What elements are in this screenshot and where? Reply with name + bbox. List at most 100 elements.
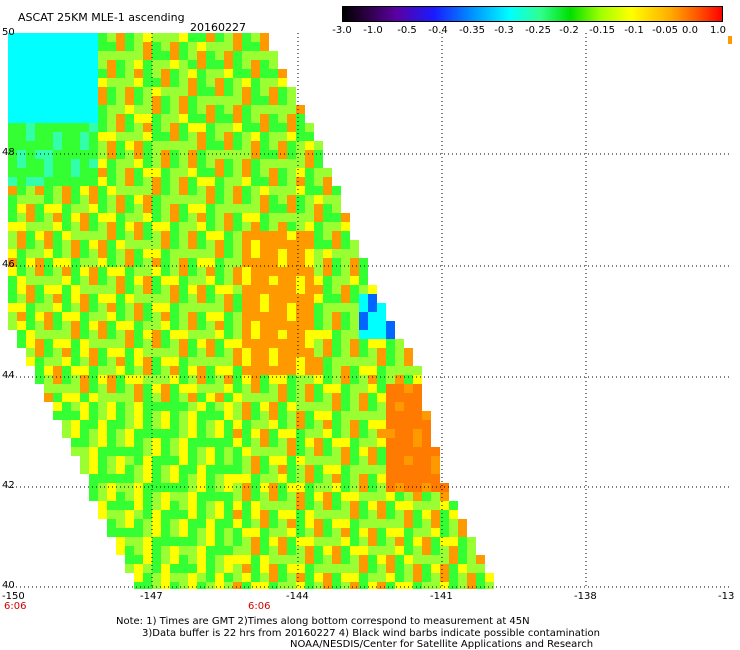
- swath-cell: [242, 420, 251, 429]
- swath-cell: [116, 330, 125, 339]
- swath-cell: [215, 87, 224, 96]
- swath-cell: [296, 285, 305, 294]
- swath-cell: [8, 33, 17, 42]
- swath-cell: [125, 267, 134, 276]
- swath-cell: [188, 465, 197, 474]
- swath-cell: [143, 87, 152, 96]
- swath-cell: [251, 276, 260, 285]
- swath-cell: [116, 123, 125, 132]
- swath-cell: [422, 465, 431, 474]
- swath-cell: [134, 582, 143, 589]
- swath-cell: [53, 348, 62, 357]
- swath-cell: [341, 573, 350, 582]
- swath-cell: [233, 519, 242, 528]
- swath-cell: [125, 240, 134, 249]
- swath-cell: [161, 366, 170, 375]
- swath-cell: [278, 141, 287, 150]
- swath-cell: [296, 177, 305, 186]
- lat-label: 50: [2, 27, 15, 38]
- swath-cell: [89, 33, 98, 42]
- swath-cell: [323, 411, 332, 420]
- swath-cell: [188, 69, 197, 78]
- swath-cell: [71, 123, 80, 132]
- colorbar-end-marker: [728, 36, 732, 44]
- swath-cell: [377, 384, 386, 393]
- swath-cell: [242, 168, 251, 177]
- swath-cell: [44, 177, 53, 186]
- swath-cell: [395, 528, 404, 537]
- swath-cell: [98, 87, 107, 96]
- swath-cell: [260, 168, 269, 177]
- swath-cell: [143, 429, 152, 438]
- swath-cell: [161, 384, 170, 393]
- swath-cell: [26, 87, 35, 96]
- swath-cell: [269, 402, 278, 411]
- swath-cell: [368, 420, 377, 429]
- swath-cell: [386, 339, 395, 348]
- swath-cell: [179, 519, 188, 528]
- swath-cell: [53, 222, 62, 231]
- swath-cell: [386, 375, 395, 384]
- swath-cell: [26, 33, 35, 42]
- swath-cell: [89, 159, 98, 168]
- swath-cell: [53, 33, 62, 42]
- swath-cell: [197, 168, 206, 177]
- swath-cell: [395, 411, 404, 420]
- swath-cell: [386, 501, 395, 510]
- swath-cell: [314, 402, 323, 411]
- swath-cell: [125, 96, 134, 105]
- swath-cell: [179, 33, 188, 42]
- swath-cell: [188, 294, 197, 303]
- swath-cell: [134, 573, 143, 582]
- swath-cell: [116, 384, 125, 393]
- swath-cell: [62, 132, 71, 141]
- swath-cell: [197, 33, 206, 42]
- swath-cell: [242, 231, 251, 240]
- swath-cell: [179, 348, 188, 357]
- swath-cell: [152, 231, 161, 240]
- swath-cell: [206, 492, 215, 501]
- swath-cell: [62, 60, 71, 69]
- swath-cell: [287, 555, 296, 564]
- swath-cell: [35, 69, 44, 78]
- swath-cell: [179, 483, 188, 492]
- swath-cell: [296, 438, 305, 447]
- swath-cell: [224, 213, 233, 222]
- swath-cell: [116, 33, 125, 42]
- swath-cell: [152, 501, 161, 510]
- swath-cell: [323, 393, 332, 402]
- swath-cell: [89, 483, 98, 492]
- swath-cell: [62, 168, 71, 177]
- swath-cell: [143, 213, 152, 222]
- swath-cell: [251, 330, 260, 339]
- swath-cell: [80, 87, 89, 96]
- swath-cell: [296, 294, 305, 303]
- swath-cell: [134, 258, 143, 267]
- swath-cell: [386, 546, 395, 555]
- swath-cell: [26, 240, 35, 249]
- swath-cell: [89, 438, 98, 447]
- swath-cell: [170, 501, 179, 510]
- swath-cell: [116, 348, 125, 357]
- swath-cell: [44, 168, 53, 177]
- swath-cell: [287, 159, 296, 168]
- swath-cell: [170, 159, 179, 168]
- swath-cell: [152, 321, 161, 330]
- swath-cell: [269, 231, 278, 240]
- swath-cell: [53, 150, 62, 159]
- swath-cell: [179, 78, 188, 87]
- swath-cell: [422, 555, 431, 564]
- swath-cell: [44, 105, 53, 114]
- swath-cell: [395, 573, 404, 582]
- swath-cell: [368, 294, 377, 303]
- swath-cell: [350, 582, 359, 589]
- swath-cell: [62, 141, 71, 150]
- swath-cell: [224, 105, 233, 114]
- swath-cell: [143, 456, 152, 465]
- swath-cell: [224, 195, 233, 204]
- swath-cell: [62, 96, 71, 105]
- swath-cell: [143, 465, 152, 474]
- swath-cell: [359, 357, 368, 366]
- swath-cell: [179, 312, 188, 321]
- swath-cell: [80, 114, 89, 123]
